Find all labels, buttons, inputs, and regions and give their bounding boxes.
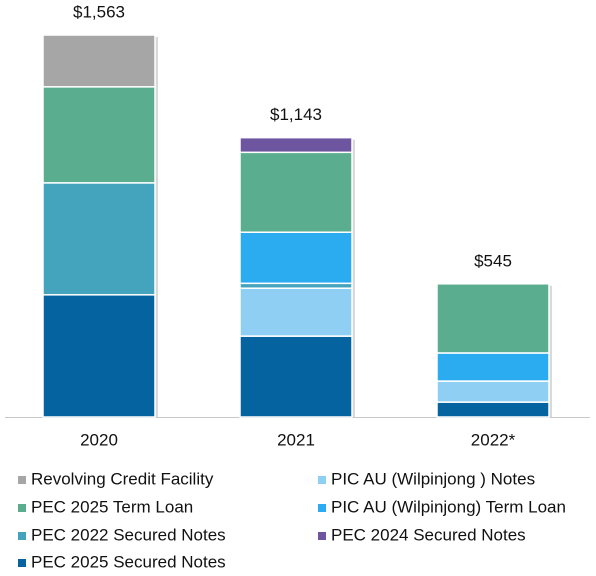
legend-swatch (318, 504, 326, 512)
legend-label: PIC AU (Wilpinjong ) Notes (331, 469, 535, 488)
legend-swatch (318, 476, 326, 484)
legend-swatch (318, 532, 326, 540)
bar-segment (239, 151, 353, 233)
bar-segment (239, 287, 353, 337)
x-tick-label: 2020 (80, 430, 118, 449)
bar-segment (436, 283, 550, 354)
legend-swatch (18, 476, 26, 484)
bar-segment (239, 136, 353, 154)
legend-label: Revolving Credit Facility (31, 469, 214, 488)
total-label: $1,563 (73, 2, 125, 21)
bar-segment (239, 231, 353, 285)
bar-segment (42, 86, 156, 184)
legend-label: PEC 2024 Secured Notes (331, 525, 526, 544)
legend-label: PEC 2022 Secured Notes (31, 525, 226, 544)
legend-label: PIC AU (Wilpinjong) Term Loan (331, 497, 566, 516)
legend-label: PEC 2025 Term Loan (31, 497, 193, 516)
legend-swatch (18, 504, 26, 512)
bar-segment (239, 335, 353, 418)
bar-segment (42, 34, 156, 88)
total-label: $545 (474, 251, 512, 270)
bar-segment (436, 352, 550, 382)
legend-swatch (18, 532, 26, 540)
legend-swatch (18, 559, 26, 567)
legend-label: PEC 2025 Secured Notes (31, 552, 226, 571)
x-tick-label: 2022* (471, 430, 516, 449)
bar-segment (42, 182, 156, 296)
total-label: $1,143 (270, 105, 322, 124)
bar-segment (436, 380, 550, 403)
bar-segment (42, 294, 156, 418)
x-tick-label: 2021 (277, 430, 315, 449)
bar-segment (436, 401, 550, 418)
